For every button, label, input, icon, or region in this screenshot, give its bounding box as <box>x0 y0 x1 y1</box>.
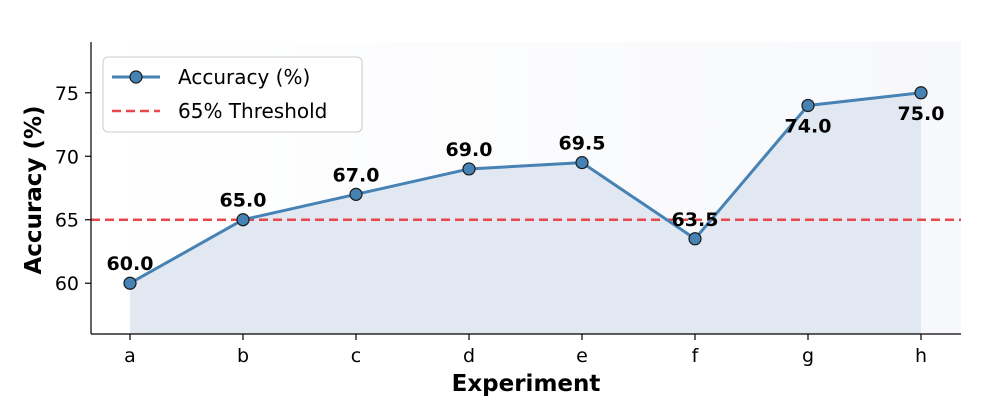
legend: Accuracy (%) 65% Threshold <box>102 56 363 133</box>
y-tick-label: 60 <box>55 273 79 295</box>
data-point-b <box>236 213 250 227</box>
legend-box <box>102 56 363 133</box>
x-tick-label: a <box>124 345 136 367</box>
data-point-c <box>349 187 363 201</box>
y-axis-title: Accuracy (%) <box>21 105 47 274</box>
data-label: 69.5 <box>559 133 606 155</box>
x-tick-label: c <box>351 345 361 367</box>
data-label: 63.5 <box>672 209 719 231</box>
x-tick-label: e <box>576 345 588 367</box>
data-label: 75.0 <box>898 103 945 125</box>
data-label: 69.0 <box>446 139 493 161</box>
area-fill <box>130 92 921 334</box>
x-tick-label: g <box>802 345 814 367</box>
y-tick-label: 65 <box>55 210 79 232</box>
x-axis-title: Experiment <box>452 371 601 397</box>
data-label: 65.0 <box>220 190 267 212</box>
data-point-a <box>123 276 137 290</box>
data-label: 67.0 <box>333 164 380 186</box>
data-point-e <box>575 156 589 170</box>
data-point-d <box>462 162 476 176</box>
x-tick-label: f <box>692 345 700 367</box>
data-point-g <box>801 98 815 113</box>
x-tick-label: b <box>237 345 249 367</box>
x-tick-label: h <box>915 345 927 367</box>
y-tick-label: 70 <box>55 146 79 168</box>
y-tick-label: 75 <box>55 83 79 105</box>
data-point-h <box>914 86 928 100</box>
x-tick-label: d <box>463 345 475 367</box>
legend-series-marker <box>129 70 143 84</box>
data-point-f <box>688 232 702 246</box>
data-label: 74.0 <box>785 115 832 137</box>
series-line-accuracy <box>129 91 922 285</box>
data-label: 60.0 <box>107 253 154 275</box>
legend-threshold-label: 65% Threshold <box>178 99 327 123</box>
legend-series-label: Accuracy (%) <box>178 65 310 89</box>
